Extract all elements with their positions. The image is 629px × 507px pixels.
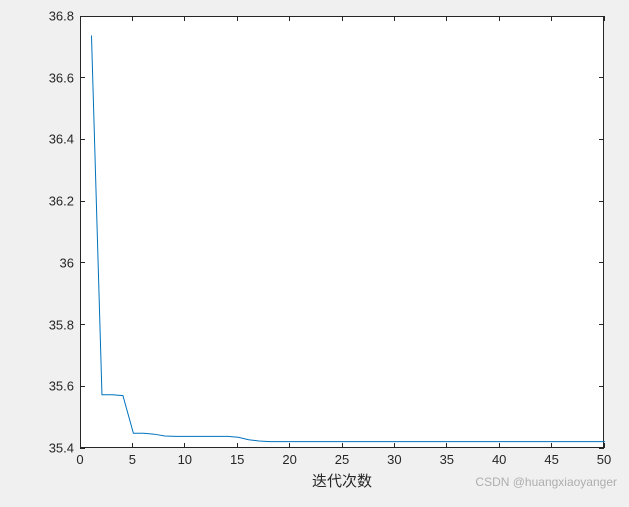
figure-window: 迭代次数 CSDN @huangxiaoyanger 0 5 10 15 20 25 30 3… xyxy=(0,0,629,507)
y-tick-mark xyxy=(80,77,85,78)
y-tick-label: 36.4 xyxy=(49,132,74,147)
x-tick-mark xyxy=(342,443,343,448)
y-tick-mark xyxy=(599,262,604,263)
x-tick-mark xyxy=(551,16,552,21)
y-tick-label: 35.6 xyxy=(49,379,74,394)
x-tick-mark xyxy=(394,443,395,448)
y-tick-label: 35.8 xyxy=(49,317,74,332)
watermark-text: CSDN @huangxiaoyanger xyxy=(475,475,617,489)
x-tick-mark xyxy=(604,16,605,21)
y-tick-mark xyxy=(80,448,85,449)
x-tick-mark xyxy=(184,16,185,21)
y-tick-label: 36.6 xyxy=(49,70,74,85)
y-tick-mark xyxy=(80,324,85,325)
line-chart xyxy=(81,17,605,449)
chart-axes xyxy=(80,16,604,448)
y-tick-label: 35.4 xyxy=(49,441,74,456)
y-tick-mark xyxy=(599,386,604,387)
y-tick-mark xyxy=(599,77,604,78)
y-tick-mark xyxy=(599,16,604,17)
x-tick-mark xyxy=(132,443,133,448)
x-tick-mark xyxy=(342,16,343,21)
y-tick-mark xyxy=(80,201,85,202)
x-tick-label: 15 xyxy=(230,452,244,467)
x-tick-label: 20 xyxy=(282,452,296,467)
x-tick-label: 35 xyxy=(440,452,454,467)
x-tick-label: 50 xyxy=(597,452,611,467)
y-tick-label: 36.8 xyxy=(49,9,74,24)
x-tick-label: 25 xyxy=(335,452,349,467)
y-tick-label: 36.2 xyxy=(49,194,74,209)
x-tick-label: 5 xyxy=(129,452,136,467)
x-tick-mark xyxy=(289,16,290,21)
x-tick-mark xyxy=(446,16,447,21)
x-tick-label: 40 xyxy=(492,452,506,467)
y-tick-label: 36 xyxy=(60,255,74,270)
x-tick-mark xyxy=(394,16,395,21)
x-tick-mark xyxy=(237,16,238,21)
y-tick-mark xyxy=(599,201,604,202)
y-tick-mark xyxy=(599,139,604,140)
x-tick-mark xyxy=(499,443,500,448)
x-tick-mark xyxy=(446,443,447,448)
y-tick-mark xyxy=(80,262,85,263)
x-tick-label: 30 xyxy=(387,452,401,467)
x-tick-label: 0 xyxy=(76,452,83,467)
series-line xyxy=(91,36,605,442)
x-tick-mark xyxy=(184,443,185,448)
y-tick-mark xyxy=(80,139,85,140)
x-tick-label: 45 xyxy=(544,452,558,467)
x-tick-mark xyxy=(551,443,552,448)
y-tick-mark xyxy=(599,448,604,449)
y-tick-mark xyxy=(80,386,85,387)
x-tick-mark xyxy=(237,443,238,448)
x-tick-mark xyxy=(499,16,500,21)
x-axis-label: 迭代次数 xyxy=(312,470,372,491)
x-tick-mark xyxy=(132,16,133,21)
x-tick-mark xyxy=(80,16,81,21)
x-tick-mark xyxy=(289,443,290,448)
x-tick-label: 10 xyxy=(178,452,192,467)
y-tick-mark xyxy=(599,324,604,325)
y-tick-mark xyxy=(80,16,85,17)
